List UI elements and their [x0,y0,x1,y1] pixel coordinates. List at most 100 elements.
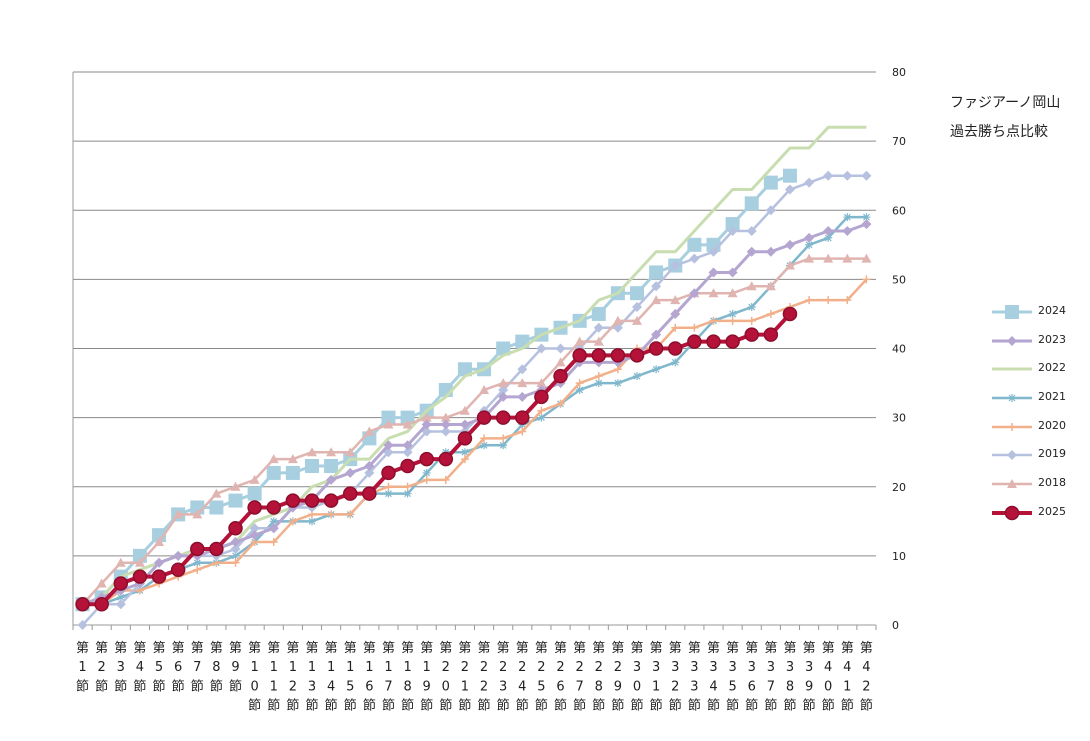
series-2024-marker [457,362,472,377]
series-2021-marker [613,379,622,388]
legend-label: 2021 [1038,390,1066,404]
series-2023-marker [517,391,528,402]
series-2021-marker [862,213,871,222]
legend-2020-marker [1008,422,1016,431]
y-tick-label: 30 [892,412,906,425]
series-2025-marker [209,541,224,557]
y-tick-label: 60 [892,204,906,217]
series-2023-marker [440,419,451,430]
series-2018-marker [823,253,834,263]
series-2018-marker [440,412,451,422]
series-2021-marker [116,593,125,602]
series-2025-marker [266,500,281,515]
series-2024-marker [266,465,281,480]
legend-swatch [992,335,1032,346]
y-tick-label: 80 [892,66,906,79]
series-2019-marker [632,302,643,313]
series-2020-marker [441,475,450,484]
y-tick-label: 10 [892,550,906,563]
series-2023-marker [326,474,337,485]
series-2020-marker [269,538,278,547]
series-2018-marker [230,481,241,491]
series-2021-marker [480,441,489,450]
series-2024-marker [496,341,511,356]
series-2018-marker [804,253,815,263]
series-2024-marker [285,465,300,480]
legend-2025-marker [1004,505,1020,521]
y-tick-label: 50 [892,273,906,286]
series-2021-marker [633,372,642,381]
series-2020-marker [193,565,202,574]
series-2021-marker [728,309,737,318]
series-2025-marker [744,327,759,342]
series-2025-marker [228,520,243,536]
series-2020-marker [499,434,508,443]
legend-swatch [992,367,1032,371]
series-2018-marker [746,281,757,291]
series-2019-marker [861,170,872,181]
series-2024-marker [304,459,319,474]
series-2025-marker [782,306,798,322]
series-2020-marker [805,296,814,305]
series-2025-marker [362,486,377,501]
legend-label: 2024 [1038,304,1066,317]
series-2019-marker [651,281,662,292]
series-2024-marker [744,196,759,211]
series-2020-marker [728,316,737,325]
series-2023-marker [402,440,413,451]
series-2025-marker [247,500,262,515]
legend-swatch [992,450,1032,461]
series-2023-marker [746,246,757,257]
series-2023-marker [804,232,815,243]
series-2018-marker [96,578,107,588]
series-2025-marker [629,348,645,363]
series-2018-marker [574,336,585,346]
series-2025-marker [190,541,205,557]
series-2020-marker [556,399,565,408]
series-2018-marker [154,537,165,547]
series-2023-marker [249,530,260,541]
series-2021-marker [499,441,508,450]
series-2018 [77,253,872,609]
legend-label: 2018 [1038,476,1066,490]
legend-swatch [992,422,1032,431]
series-2025-marker [304,493,320,508]
series-2025-marker [400,458,415,474]
series-2023-marker [784,239,795,250]
chart-title-line-1: ファジアーノ岡山 [950,95,1061,111]
series-2021-marker [193,558,202,567]
series-2024-marker [725,217,740,232]
series-2025-marker [610,348,626,363]
series-2025-marker [495,410,511,425]
series-2018-marker [192,509,203,519]
series-2020-marker [422,475,431,484]
series-2025-marker [457,431,473,446]
series-2019-marker [804,177,815,188]
series-2021-marker [843,213,852,222]
legend-swatch [992,305,1032,319]
series-2025-marker [706,334,721,349]
series-2018-marker [765,281,776,291]
series-2025-marker [553,368,568,384]
series-2020-marker [384,482,393,491]
series-2025-marker [151,569,167,584]
series-2018-marker [708,288,719,298]
series-2023-marker [459,419,470,430]
y-tick-label: 0 [892,619,899,632]
series-2020-marker [824,296,833,305]
series-2024-marker [649,265,664,280]
series-2025-marker [94,597,109,612]
series-2020-marker [671,323,680,332]
